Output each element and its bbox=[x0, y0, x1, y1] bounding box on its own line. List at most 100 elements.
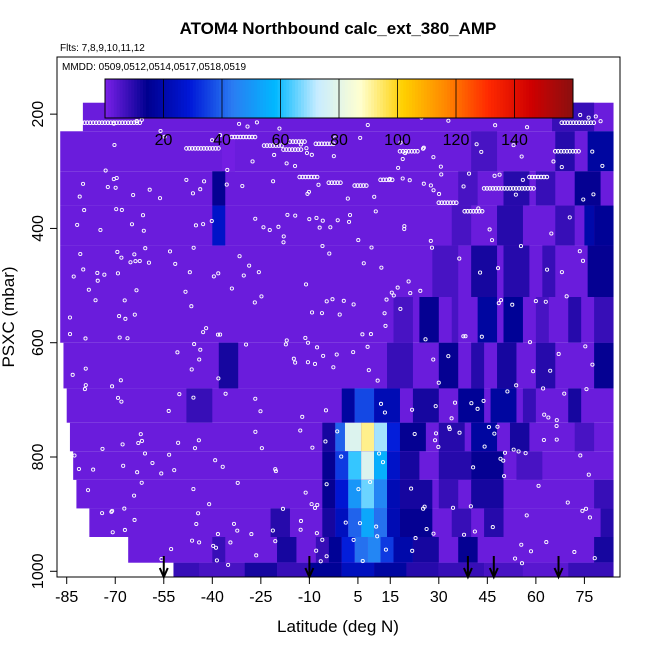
profile-point bbox=[309, 310, 315, 315]
heatmap-cell bbox=[594, 479, 614, 509]
profile-point bbox=[175, 350, 180, 355]
flight-track-point bbox=[519, 186, 525, 191]
colorbar-segment bbox=[385, 79, 390, 118]
flight-track-point bbox=[544, 174, 550, 180]
profile-point bbox=[428, 183, 433, 188]
flight-track-point bbox=[508, 186, 513, 191]
colorbar-segment bbox=[309, 79, 314, 118]
profile-point bbox=[114, 207, 119, 212]
heatmap-cell bbox=[348, 451, 362, 480]
profile-point bbox=[384, 297, 389, 302]
colorbar-segment bbox=[151, 79, 156, 118]
heatmap-cell bbox=[438, 451, 472, 480]
flight-track-point bbox=[210, 146, 215, 151]
plot-frame bbox=[56, 56, 621, 578]
profile-point bbox=[413, 536, 418, 541]
profile-point bbox=[292, 163, 298, 169]
flight-track-point bbox=[331, 141, 336, 147]
flight-track-point bbox=[279, 143, 284, 148]
profile-point bbox=[428, 238, 433, 243]
flight-track-point bbox=[436, 200, 442, 206]
profile-point bbox=[129, 222, 135, 227]
heatmap-band bbox=[63, 342, 614, 389]
colorbar-segment bbox=[417, 79, 422, 118]
flight-track-point bbox=[555, 148, 561, 154]
profile-point bbox=[519, 561, 525, 566]
profile-point bbox=[141, 228, 146, 233]
flight-track-point bbox=[189, 146, 195, 151]
profile-point bbox=[542, 412, 547, 417]
heatmap-cell bbox=[594, 297, 614, 343]
colorbar-segment bbox=[377, 79, 381, 118]
heatmap-cell bbox=[568, 297, 582, 343]
colorbar-segment bbox=[330, 79, 334, 118]
flight-track-point bbox=[287, 147, 292, 152]
colorbar-segment bbox=[110, 79, 115, 118]
flight-track-point bbox=[516, 186, 522, 191]
heatmap-band bbox=[60, 297, 614, 343]
profile-point bbox=[335, 429, 340, 434]
profile-point bbox=[110, 384, 115, 389]
profile-point bbox=[190, 538, 195, 543]
y-tick-label: 200 bbox=[30, 101, 47, 128]
profile-point bbox=[304, 146, 309, 151]
profile-point bbox=[586, 472, 591, 477]
heatmap-cell bbox=[315, 537, 329, 563]
profile-point bbox=[305, 340, 311, 345]
colorbar-segment bbox=[508, 79, 513, 118]
heatmap-cell bbox=[516, 451, 543, 480]
flight-track-point bbox=[99, 120, 105, 126]
y-tick-label: 400 bbox=[30, 215, 47, 242]
colorbar-segment bbox=[546, 79, 551, 118]
heatmap-cell bbox=[490, 388, 517, 423]
flight-track-point bbox=[541, 174, 547, 180]
colorbar-segment bbox=[265, 79, 270, 118]
flight-track-point bbox=[481, 186, 487, 191]
flight-track-point bbox=[528, 186, 533, 191]
colorbar-segment bbox=[204, 79, 208, 118]
profile-point bbox=[111, 121, 116, 126]
profile-point bbox=[421, 145, 426, 150]
profile-point bbox=[545, 267, 550, 272]
flight-track-point bbox=[85, 120, 90, 126]
flight-track-point bbox=[235, 134, 240, 140]
colorbar-segment bbox=[488, 79, 492, 118]
x-tick-label: 5 bbox=[353, 589, 362, 606]
profile-point bbox=[481, 398, 486, 403]
profile-point bbox=[209, 218, 214, 224]
profile-point bbox=[331, 365, 336, 370]
profile-point bbox=[505, 389, 510, 394]
flight-track-point bbox=[213, 146, 218, 151]
profile-point bbox=[474, 142, 479, 147]
heatmap-cell bbox=[270, 508, 290, 537]
profile-point bbox=[497, 172, 502, 177]
profile-point bbox=[400, 156, 405, 162]
colorbar-segment bbox=[181, 79, 185, 118]
heatmap-cell bbox=[335, 451, 349, 480]
profile-point bbox=[431, 357, 436, 362]
profile-point bbox=[383, 547, 388, 552]
colorbar-segment bbox=[107, 79, 112, 118]
profile-point bbox=[293, 213, 298, 218]
profile-point bbox=[590, 149, 595, 154]
profile-point bbox=[510, 302, 515, 307]
flight-track-point bbox=[490, 186, 496, 191]
profile-point bbox=[237, 121, 242, 126]
heatmap-cell bbox=[587, 245, 614, 297]
colorbar-segment bbox=[499, 79, 504, 118]
heatmap-cell bbox=[503, 171, 530, 206]
profile-point bbox=[81, 267, 86, 272]
profile-point bbox=[463, 334, 468, 339]
profile-point bbox=[572, 549, 577, 555]
flight-track-point bbox=[527, 174, 532, 180]
colorbar-segment bbox=[336, 79, 340, 118]
profile-point bbox=[298, 518, 304, 524]
heatmap-cell bbox=[361, 479, 375, 509]
profile-point bbox=[600, 163, 605, 168]
profile-point bbox=[498, 298, 504, 303]
flight-track-point bbox=[474, 208, 479, 214]
colorbar-segment bbox=[333, 79, 337, 118]
profile-point bbox=[398, 306, 403, 311]
flight-track-point bbox=[332, 180, 337, 186]
heatmap-cell bbox=[322, 422, 336, 452]
